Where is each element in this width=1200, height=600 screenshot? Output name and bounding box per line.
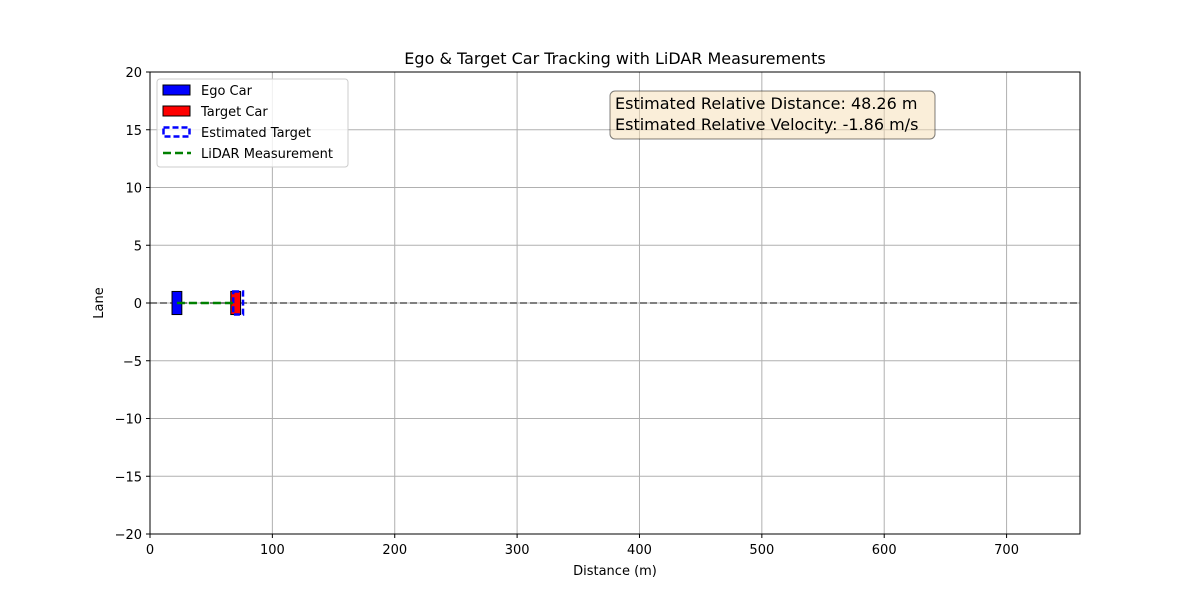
- annotation-velocity-text: Estimated Relative Velocity: -1.86 m/s: [615, 115, 918, 134]
- y-tick-label: 5: [134, 239, 142, 254]
- legend-label-ego-car: Ego Car: [201, 84, 253, 99]
- legend-swatch-target-car: [162, 105, 191, 117]
- y-tick-label: 10: [125, 182, 142, 197]
- legend-swatch-ego-car: [162, 84, 191, 96]
- x-tick-label: 500: [749, 543, 774, 558]
- legend-entry-ego-car: Ego Car: [162, 84, 253, 99]
- x-tick-label: 0: [146, 543, 154, 558]
- x-tick-label: 400: [627, 543, 652, 558]
- legend-entry-lidar-measurement: LiDAR Measurement: [163, 147, 333, 162]
- x-tick-label: 700: [994, 543, 1019, 558]
- legend-label-estimated-target: Estimated Target: [201, 126, 311, 141]
- x-tick-label: 200: [382, 543, 407, 558]
- y-tick-label: 20: [125, 66, 142, 81]
- x-tick-label: 600: [872, 543, 897, 558]
- y-tick-label: −10: [115, 413, 142, 428]
- y-tick-label: 15: [125, 124, 142, 139]
- y-tick-label: 0: [134, 297, 142, 312]
- legend-entry-target-car: Target Car: [162, 105, 268, 120]
- x-tick-label: 300: [505, 543, 530, 558]
- legend-label-lidar-measurement: LiDAR Measurement: [201, 147, 333, 162]
- annotation-distance-text: Estimated Relative Distance: 48.26 m: [615, 94, 917, 113]
- x-axis: 0 100 200 300 400 500 600 700: [146, 534, 1019, 558]
- y-tick-label: −15: [115, 470, 142, 485]
- legend-frame: [156, 78, 349, 168]
- legend-label-target-car: Target Car: [200, 105, 268, 120]
- annotation-box: [609, 90, 936, 140]
- y-axis: −20 −15 −10 −5 0 5 10 15 20: [115, 66, 150, 543]
- y-tick-label: −5: [123, 355, 142, 370]
- x-tick-label: 100: [260, 543, 285, 558]
- y-tick-label: −20: [115, 528, 142, 543]
- legend-swatch-estimated-target: [162, 126, 191, 138]
- x-axis-label: Distance (m): [573, 564, 657, 579]
- plot-area-marks: [150, 290, 1080, 316]
- chart-title: Ego & Target Car Tracking with LiDAR Mea…: [404, 49, 825, 68]
- y-axis-label: Lane: [92, 287, 107, 318]
- legend-entry-estimated-target: Estimated Target: [162, 126, 311, 141]
- legend: Ego Car Target Car Estimated Target LiDA…: [156, 78, 349, 168]
- estimated-target-box: [231, 290, 245, 316]
- relative-estimate-annotation: Estimated Relative Distance: 48.26 m Est…: [609, 90, 936, 140]
